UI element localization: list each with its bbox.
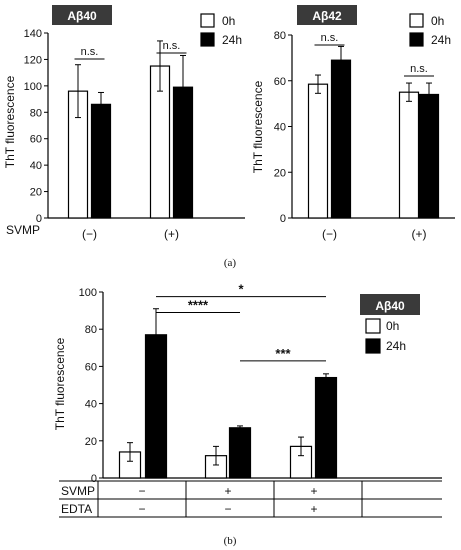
legend-swatch-0h: [365, 318, 381, 334]
y-axis-label-a-right: ThT fluorescence: [251, 80, 265, 173]
bar-24h: [314, 376, 338, 479]
condition-label-svmp: SVMP: [61, 484, 95, 498]
caption-a: (a): [224, 257, 237, 269]
condition-label-edta: EDTA: [61, 502, 92, 516]
tag-a-right-text: Aβ42: [312, 9, 342, 23]
y-tick-label: 40: [30, 160, 42, 172]
condition-cells: − + + − − +: [138, 484, 317, 516]
legend-swatch-0h: [200, 13, 215, 28]
tag-b: [360, 294, 420, 315]
y-tick-label: 0: [91, 473, 97, 485]
legend-label-0h: 0h: [386, 319, 399, 333]
y-tick-label: 60: [30, 134, 42, 146]
tag-a-right: [297, 5, 357, 25]
y-tick-label: 40: [274, 122, 286, 134]
caption-b: (b): [224, 535, 237, 547]
condition-cell: −: [138, 484, 145, 498]
bar-0h: [398, 91, 420, 219]
tag-a-left: [52, 5, 112, 25]
tag-b-text: Aβ40: [375, 299, 405, 313]
condition-cell: −: [224, 502, 231, 516]
ns-label: n.s.: [410, 63, 428, 75]
legend-label-24h: 24h: [386, 339, 406, 353]
condition-cell: +: [310, 484, 317, 498]
bar-24h: [144, 334, 168, 479]
x-category-label: (−): [322, 227, 337, 241]
bar-24h: [418, 93, 440, 219]
y-tick-label: 40: [85, 399, 97, 411]
significance-label: ****: [188, 297, 209, 312]
y-tick-label: 20: [274, 167, 286, 179]
condition-cell: −: [138, 502, 145, 516]
plot-area-a-right: 0 20 40 60 80 (−) (+) n.s. n.s.: [274, 30, 455, 241]
legend-swatch-0h: [409, 13, 424, 28]
panel-a-left: Aβ40 0h 24h ThT fluorescence SVMP 0 20 40 6…: [3, 5, 245, 241]
bar-24h: [90, 103, 112, 219]
y-tick-label: 60: [85, 361, 97, 373]
y-tick-label: 0: [36, 213, 42, 225]
condition-cell: +: [310, 502, 317, 516]
row-label-svmp: SVMP: [6, 223, 40, 237]
y-tick-label: 20: [30, 187, 42, 199]
legend-label-24h: 24h: [431, 33, 451, 47]
y-tick-label: 140: [24, 28, 42, 40]
y-tick-label: 0: [280, 213, 286, 225]
panel-a-right: Aβ42 0h 24h ThT fluorescence 0 20 40 60 80 (−…: [251, 5, 455, 241]
panel-b: Aβ40 0h 24h ThT fluorescence 0 20 40 60 80 10…: [53, 282, 442, 518]
significance-label: ***: [275, 346, 291, 361]
y-tick-label: 120: [24, 54, 42, 66]
bar-24h: [172, 86, 194, 219]
condition-cell: +: [224, 484, 231, 498]
x-category-label: (+): [164, 227, 179, 241]
legend-swatch-24h: [409, 32, 424, 47]
ns-label: n.s.: [163, 40, 181, 52]
y-tick-label: 100: [79, 287, 97, 299]
legend-label-0h: 0h: [431, 14, 444, 28]
y-tick-label: 20: [85, 436, 97, 448]
bar-24h: [330, 59, 352, 219]
x-category-label: (+): [412, 227, 427, 241]
y-tick-label: 100: [24, 81, 42, 93]
tag-a-left-text: Aβ40: [67, 9, 97, 23]
y-tick-label: 80: [30, 107, 42, 119]
y-axis-label-b: ThT fluorescence: [53, 337, 67, 430]
legend-swatch-24h: [200, 32, 215, 47]
legend-label-0h: 0h: [222, 14, 235, 28]
ns-label: n.s.: [81, 46, 99, 58]
legend-label-24h: 24h: [222, 33, 242, 47]
plot-area-a-left: 0 20 40 60 80 100 120 140 (−) (+) n.s. n.s.: [24, 28, 245, 241]
significance-label: *: [238, 282, 244, 297]
y-axis-label-a-left: ThT fluorescence: [3, 75, 17, 168]
x-category-label: (−): [82, 227, 97, 241]
y-tick-label: 80: [85, 324, 97, 336]
bar-0h: [307, 83, 329, 219]
y-tick-label: 60: [274, 76, 286, 88]
bar-24h: [228, 427, 252, 479]
ns-label: n.s.: [321, 32, 339, 44]
legend-swatch-24h: [365, 338, 381, 354]
y-tick-label: 80: [274, 30, 286, 42]
